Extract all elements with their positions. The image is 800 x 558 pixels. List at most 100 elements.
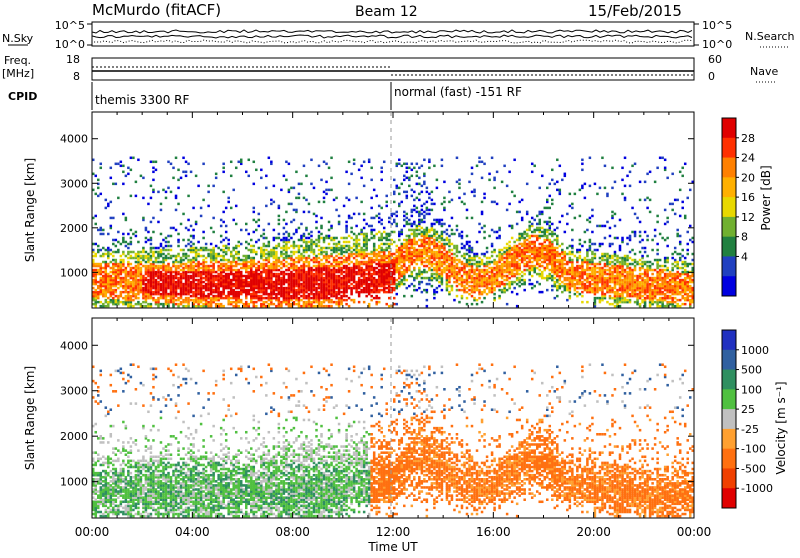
power-cell <box>375 249 378 252</box>
power-cell <box>579 271 582 274</box>
power-cell <box>283 253 286 256</box>
power-cell <box>428 277 431 280</box>
power-cell <box>140 175 143 178</box>
power-cell <box>554 239 557 242</box>
power-cell <box>130 195 133 198</box>
power-cell <box>413 267 416 270</box>
power-cell <box>150 303 153 306</box>
power-cell <box>436 291 439 294</box>
power-cell <box>546 289 549 292</box>
power-cell <box>130 237 133 240</box>
power-cell <box>97 245 100 248</box>
power-cell <box>350 217 353 220</box>
power-cell <box>538 243 541 246</box>
power-cell <box>385 255 388 258</box>
power-cell <box>290 251 293 254</box>
power-cell <box>190 241 193 244</box>
power-cell <box>295 261 298 264</box>
power-cell <box>488 173 491 176</box>
power-cell <box>330 225 333 228</box>
power-cell <box>353 159 356 162</box>
power-cell <box>147 239 150 242</box>
power-cell <box>172 177 175 180</box>
power-cell <box>416 233 419 236</box>
power-cell <box>320 179 323 182</box>
power-cell <box>403 219 406 222</box>
power-cell <box>473 269 476 272</box>
power-cell <box>205 247 208 250</box>
power-cell <box>406 217 409 220</box>
power-cell <box>335 275 338 278</box>
power-cell <box>320 225 323 228</box>
power-cell <box>232 301 235 304</box>
power-cell <box>127 247 130 250</box>
power-cell <box>97 269 100 272</box>
power-cell <box>581 163 584 166</box>
power-cell <box>508 171 511 174</box>
power-cell <box>105 261 108 264</box>
power-cell <box>406 195 409 198</box>
power-cell <box>526 243 529 246</box>
power-cell <box>493 259 496 262</box>
power-cell <box>142 197 145 200</box>
power-cell <box>140 251 143 254</box>
power-cell <box>330 263 333 266</box>
power-cell <box>556 235 559 238</box>
power-cell <box>127 251 130 254</box>
power-cell <box>360 267 363 270</box>
power-cell <box>416 207 419 210</box>
power-cell <box>403 175 406 178</box>
power-cell <box>330 237 333 240</box>
power-cell <box>137 297 140 300</box>
power-cell <box>115 183 118 186</box>
power-cell <box>493 187 496 190</box>
power-cell <box>551 199 554 202</box>
power-cell <box>145 305 148 308</box>
power-cell <box>205 295 208 298</box>
power-cell <box>350 251 353 254</box>
power-cell <box>363 219 366 222</box>
power-cell <box>187 255 190 258</box>
power-cell <box>258 265 261 268</box>
power-cell <box>280 271 283 274</box>
power-cell <box>97 229 100 232</box>
power-cell <box>481 259 484 262</box>
power-cell <box>418 177 421 180</box>
power-cell <box>508 261 511 264</box>
power-cell <box>466 253 469 256</box>
power-cell <box>157 281 160 284</box>
power-cell <box>443 197 446 200</box>
power-cell <box>298 267 301 270</box>
power-cell <box>348 253 351 256</box>
power-cell <box>165 255 168 258</box>
power-cell <box>200 247 203 250</box>
power-cell <box>268 251 271 254</box>
power-cell <box>393 241 396 244</box>
power-cell <box>127 243 130 246</box>
power-cell <box>230 251 233 254</box>
power-cell <box>559 245 562 248</box>
power-cell <box>451 233 454 236</box>
power-cell <box>97 291 100 294</box>
power-cell <box>122 237 125 240</box>
power-cell <box>185 175 188 178</box>
power-cell <box>195 283 198 286</box>
power-cell <box>222 239 225 242</box>
power-cell <box>167 161 170 164</box>
power-cell <box>581 185 584 188</box>
power-cell <box>160 293 163 296</box>
power-cell <box>343 271 346 274</box>
power-cell <box>232 269 235 272</box>
power-cell <box>182 263 185 266</box>
power-cell <box>388 297 391 300</box>
power-cell <box>180 257 183 260</box>
power-cell <box>175 157 178 160</box>
power-cell <box>310 231 313 234</box>
power-cell <box>589 267 592 270</box>
power-cell <box>187 249 190 252</box>
power-cell <box>150 197 153 200</box>
power-cell <box>401 183 404 186</box>
power-cell <box>393 213 396 216</box>
power-cell <box>559 253 562 256</box>
power-cell <box>355 197 358 200</box>
